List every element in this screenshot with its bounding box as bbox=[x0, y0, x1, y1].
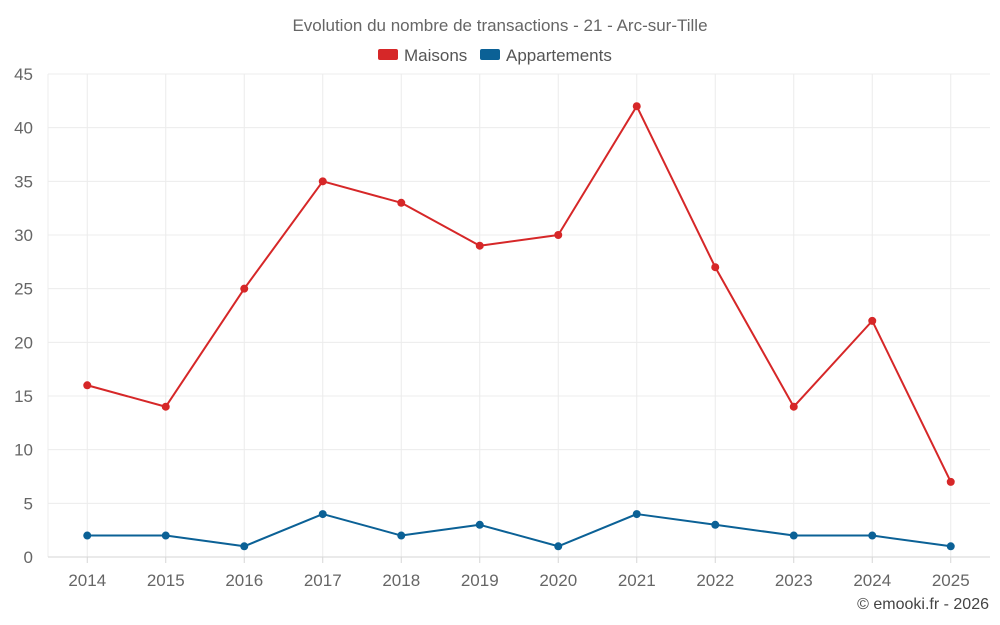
y-tick-label: 45 bbox=[14, 65, 33, 84]
y-tick-label: 15 bbox=[14, 387, 33, 406]
legend-item-appartements[interactable]: Appartements bbox=[480, 46, 612, 65]
data-point-maisons[interactable] bbox=[789, 402, 798, 411]
data-point-appartements[interactable] bbox=[318, 510, 327, 519]
legend-swatch-maisons bbox=[378, 49, 398, 60]
data-point-maisons[interactable] bbox=[83, 381, 92, 390]
data-point-maisons[interactable] bbox=[397, 198, 406, 207]
y-axis: 0 5 10 15 20 25 30 35 40 45 bbox=[14, 65, 49, 567]
x-tick-label: 2022 bbox=[696, 571, 734, 590]
legend-label-maisons: Maisons bbox=[404, 46, 467, 65]
data-point-appartements[interactable] bbox=[397, 531, 406, 540]
data-point-appartements[interactable] bbox=[789, 531, 798, 540]
y-tick-label: 10 bbox=[14, 441, 33, 460]
x-tick-label: 2021 bbox=[618, 571, 656, 590]
legend-swatch-appartements bbox=[480, 49, 500, 60]
data-point-appartements[interactable] bbox=[554, 542, 563, 551]
y-tick-label: 20 bbox=[14, 333, 33, 352]
data-point-maisons[interactable] bbox=[632, 102, 641, 111]
grid bbox=[48, 73, 990, 557]
data-point-appartements[interactable] bbox=[946, 542, 955, 551]
x-tick-label: 2016 bbox=[225, 571, 263, 590]
series-line-maisons bbox=[86, 105, 952, 483]
data-point-maisons[interactable] bbox=[318, 177, 327, 186]
data-point-maisons[interactable] bbox=[946, 477, 955, 486]
x-tick-label: 2018 bbox=[382, 571, 420, 590]
data-point-maisons[interactable] bbox=[554, 231, 563, 239]
y-tick-label: 5 bbox=[24, 494, 33, 513]
x-tick-label: 2023 bbox=[775, 571, 813, 590]
y-tick-label: 25 bbox=[14, 280, 33, 299]
chart-title: Evolution du nombre de transactions - 21… bbox=[292, 16, 707, 35]
x-tick-label: 2014 bbox=[68, 571, 106, 590]
legend-label-appartements: Appartements bbox=[506, 46, 612, 65]
data-point-appartements[interactable] bbox=[711, 520, 720, 529]
legend-item-maisons[interactable]: Maisons bbox=[378, 46, 467, 65]
data-point-appartements[interactable] bbox=[868, 531, 877, 540]
x-tick-label: 2017 bbox=[304, 571, 342, 590]
x-tick-label: 2019 bbox=[461, 571, 499, 590]
y-tick-label: 35 bbox=[14, 172, 33, 191]
x-axis: 2014 2015 2016 2017 2018 2019 2020 2021 2022 2023… bbox=[48, 556, 990, 590]
data-point-appartements[interactable] bbox=[632, 510, 641, 519]
data-point-appartements[interactable] bbox=[161, 531, 170, 540]
x-tick-label: 2020 bbox=[539, 571, 577, 590]
data-point-appartements[interactable] bbox=[240, 542, 249, 551]
data-point-appartements[interactable] bbox=[475, 520, 484, 529]
data-point-appartements[interactable] bbox=[83, 531, 92, 540]
series-group bbox=[83, 102, 955, 551]
data-point-maisons[interactable] bbox=[161, 402, 170, 411]
data-point-maisons[interactable] bbox=[868, 316, 877, 325]
y-tick-label: 0 bbox=[24, 548, 33, 567]
credit-text: © emooki.fr - 2026 bbox=[857, 596, 989, 613]
x-tick-label: 2015 bbox=[147, 571, 185, 590]
x-tick-label: 2025 bbox=[932, 571, 970, 590]
data-point-maisons[interactable] bbox=[475, 241, 484, 250]
x-tick-label: 2024 bbox=[853, 571, 891, 590]
legend: Maisons Appartements bbox=[378, 46, 612, 65]
data-point-maisons[interactable] bbox=[711, 263, 720, 272]
y-tick-label: 40 bbox=[14, 119, 33, 138]
series-line-appartements bbox=[87, 513, 951, 548]
data-point-maisons[interactable] bbox=[240, 284, 249, 293]
y-tick-label: 30 bbox=[14, 226, 33, 245]
